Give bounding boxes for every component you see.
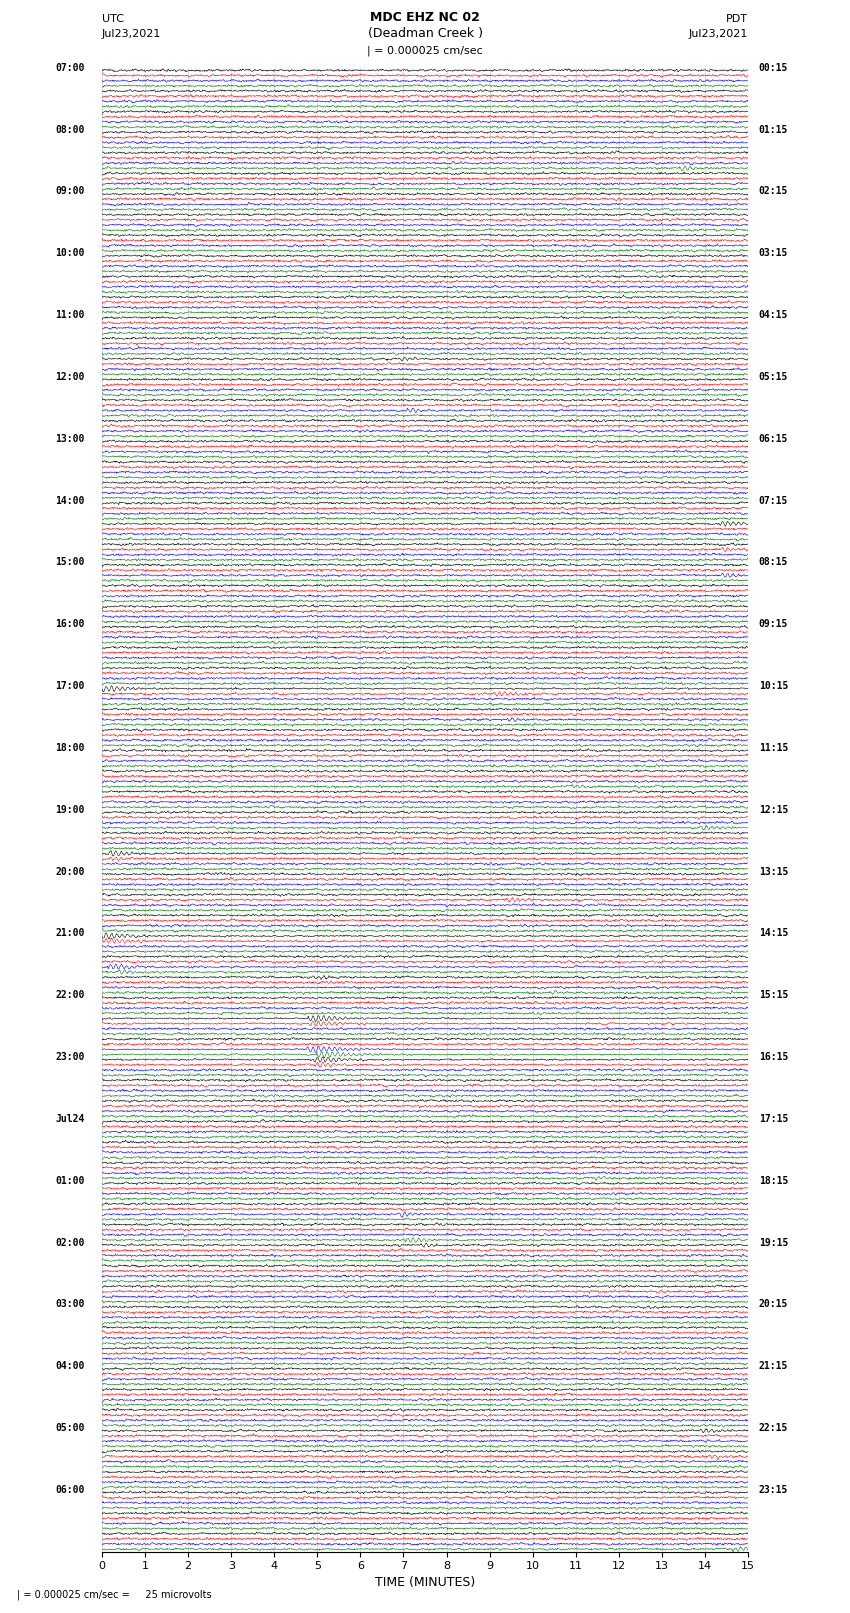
Text: 22:00: 22:00 <box>55 990 85 1000</box>
Text: 18:15: 18:15 <box>759 1176 788 1186</box>
Text: 05:00: 05:00 <box>55 1423 85 1432</box>
Text: 02:00: 02:00 <box>55 1237 85 1247</box>
Text: MDC EHZ NC 02: MDC EHZ NC 02 <box>370 11 480 24</box>
Text: 01:15: 01:15 <box>759 124 788 134</box>
Text: 01:00: 01:00 <box>55 1176 85 1186</box>
Text: 06:15: 06:15 <box>759 434 788 444</box>
Text: 09:15: 09:15 <box>759 619 788 629</box>
Text: Jul24: Jul24 <box>55 1115 85 1124</box>
Text: 14:15: 14:15 <box>759 929 788 939</box>
Text: 07:00: 07:00 <box>55 63 85 73</box>
Text: 19:15: 19:15 <box>759 1237 788 1247</box>
Text: 08:00: 08:00 <box>55 124 85 134</box>
Text: 13:00: 13:00 <box>55 434 85 444</box>
Text: 05:15: 05:15 <box>759 373 788 382</box>
Text: 17:15: 17:15 <box>759 1115 788 1124</box>
Text: 11:00: 11:00 <box>55 310 85 319</box>
Text: 07:15: 07:15 <box>759 495 788 505</box>
Text: Jul23,2021: Jul23,2021 <box>102 29 162 39</box>
Text: | = 0.000025 cm/sec: | = 0.000025 cm/sec <box>367 45 483 56</box>
Text: 09:00: 09:00 <box>55 187 85 197</box>
Text: 13:15: 13:15 <box>759 866 788 876</box>
Text: 19:00: 19:00 <box>55 805 85 815</box>
Text: 08:15: 08:15 <box>759 558 788 568</box>
Text: 14:00: 14:00 <box>55 495 85 505</box>
Text: 03:15: 03:15 <box>759 248 788 258</box>
Text: 10:15: 10:15 <box>759 681 788 690</box>
Text: 15:00: 15:00 <box>55 558 85 568</box>
Text: 21:15: 21:15 <box>759 1361 788 1371</box>
X-axis label: TIME (MINUTES): TIME (MINUTES) <box>375 1576 475 1589</box>
Text: PDT: PDT <box>726 15 748 24</box>
Text: | = 0.000025 cm/sec =     25 microvolts: | = 0.000025 cm/sec = 25 microvolts <box>17 1589 212 1600</box>
Text: 12:00: 12:00 <box>55 373 85 382</box>
Text: 16:15: 16:15 <box>759 1052 788 1061</box>
Text: 23:15: 23:15 <box>759 1486 788 1495</box>
Text: 20:00: 20:00 <box>55 866 85 876</box>
Text: 22:15: 22:15 <box>759 1423 788 1432</box>
Text: 00:15: 00:15 <box>759 63 788 73</box>
Text: 06:00: 06:00 <box>55 1486 85 1495</box>
Text: 03:00: 03:00 <box>55 1300 85 1310</box>
Text: 10:00: 10:00 <box>55 248 85 258</box>
Text: 04:00: 04:00 <box>55 1361 85 1371</box>
Text: 21:00: 21:00 <box>55 929 85 939</box>
Text: 12:15: 12:15 <box>759 805 788 815</box>
Text: UTC: UTC <box>102 15 124 24</box>
Text: 02:15: 02:15 <box>759 187 788 197</box>
Text: Jul23,2021: Jul23,2021 <box>688 29 748 39</box>
Text: 18:00: 18:00 <box>55 744 85 753</box>
Text: 15:15: 15:15 <box>759 990 788 1000</box>
Text: 16:00: 16:00 <box>55 619 85 629</box>
Text: (Deadman Creek ): (Deadman Creek ) <box>367 27 483 40</box>
Text: 04:15: 04:15 <box>759 310 788 319</box>
Text: 17:00: 17:00 <box>55 681 85 690</box>
Text: 20:15: 20:15 <box>759 1300 788 1310</box>
Text: 11:15: 11:15 <box>759 744 788 753</box>
Text: 23:00: 23:00 <box>55 1052 85 1061</box>
